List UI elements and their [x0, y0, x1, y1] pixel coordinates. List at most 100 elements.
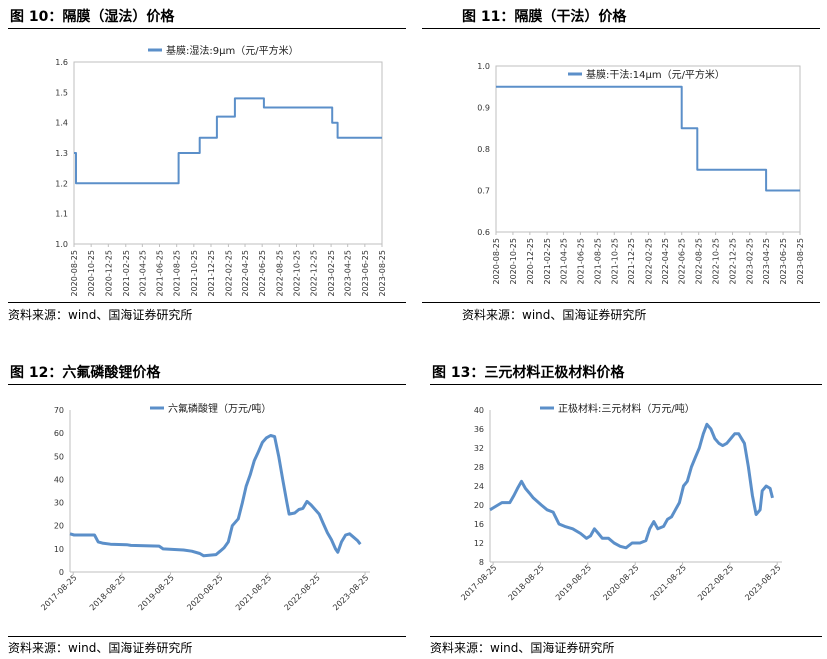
y-tick-label: 1.6 — [55, 58, 68, 67]
x-tick-label: 2022-12-25 — [310, 250, 319, 297]
title-rule — [8, 28, 406, 29]
x-tick-label: 2020-08-25 — [185, 573, 224, 612]
x-tick-label: 2023-08-25 — [378, 250, 387, 297]
x-tick-label: 2021-12-25 — [627, 238, 636, 284]
x-tick-label: 2022-08-25 — [695, 238, 704, 285]
y-tick-label: 70 — [54, 406, 64, 415]
plot-frame — [73, 61, 383, 245]
y-tick-label: 50 — [54, 452, 64, 461]
y-tick-label: 20 — [54, 522, 64, 531]
x-tick-label: 2020-10-25 — [87, 250, 96, 297]
y-tick-label: 12 — [474, 539, 484, 548]
x-tick-label: 2022-08-25 — [696, 563, 735, 602]
y-tick-label: 1.2 — [55, 179, 68, 188]
title-rule — [422, 28, 820, 29]
legend-label: 正极材料:三元材料（万元/吨） — [558, 402, 695, 415]
x-tick-label: 2020-10-25 — [509, 238, 518, 285]
source-note: 资料来源：wind、国海证券研究所 — [8, 641, 193, 655]
series-line — [489, 422, 774, 550]
x-tick-label: 2021-04-25 — [559, 238, 568, 285]
panel-ternary-cathode: 图 13：三元材料正极材料价格 8 12 16 20 24 28 32 36 40 2017-08… — [430, 360, 822, 659]
series-line — [74, 97, 382, 185]
x-tick-label: 2023-02-25 — [327, 250, 336, 297]
dry-separator-price-chart: 0.6 0.7 0.8 0.9 1.0 2020-08-25 2020-10-25 2020-… — [477, 62, 805, 285]
x-tick-label: 2022-06-25 — [258, 250, 267, 297]
y-tick-label: 8 — [479, 558, 484, 567]
y-tick-label: 40 — [54, 475, 64, 484]
x-tick-label: 2022-12-25 — [729, 238, 738, 285]
source-rule — [422, 302, 820, 303]
x-tick-label: 2023-04-25 — [344, 250, 353, 297]
source-rule — [8, 302, 406, 303]
x-tick-label: 2018-08-25 — [507, 563, 546, 602]
source-rule — [430, 636, 822, 637]
series-line — [496, 85, 800, 192]
figure-title: 图 11：隔膜（干法）价格 — [462, 9, 627, 25]
x-tick-label: 2022-04-25 — [661, 238, 670, 285]
x-tick-label: 2022-06-25 — [678, 238, 687, 285]
y-tick-label: 0.8 — [477, 145, 490, 154]
panel-dry-separator: 图 11：隔膜（干法）价格 0.6 0.7 0.8 0.9 1.0 2020-08-25 2… — [422, 4, 820, 322]
x-tick-label: 2021-10-25 — [610, 238, 619, 285]
ternary-cathode-price-chart: 8 12 16 20 24 28 32 36 40 2017-08-25 2018-08-25 201… — [459, 402, 782, 602]
figure-title: 图 13：三元材料正极材料价格 — [432, 365, 625, 381]
y-tick-label: 36 — [474, 425, 484, 434]
x-tick-label: 2023-06-25 — [361, 250, 370, 297]
y-tick-label: 1.0 — [55, 240, 68, 249]
y-tick-label: 32 — [474, 444, 484, 453]
x-tick-label: 2017-08-25 — [39, 573, 78, 612]
x-tick-label: 2022-04-25 — [241, 250, 250, 297]
x-tick-label: 2021-04-25 — [138, 250, 147, 297]
x-tick-label: 2019-08-25 — [137, 573, 176, 612]
y-tick-label: 0.6 — [477, 228, 490, 237]
x-tick-label: 2021-08-25 — [234, 573, 273, 612]
x-tick-label: 2021-02-25 — [122, 250, 131, 297]
source-note: 资料来源：wind、国海证券研究所 — [462, 308, 647, 322]
x-tick-label: 2021-12-25 — [207, 250, 216, 297]
x-tick-label: 2023-08-25 — [743, 563, 782, 602]
y-tick-label: 1.3 — [55, 149, 68, 158]
x-tick-label: 2021-08-25 — [173, 250, 182, 297]
x-tick-label: 2022-08-25 — [283, 573, 322, 612]
y-tick-label: 30 — [54, 499, 64, 508]
x-tick-label: 2020-08-25 — [70, 250, 79, 297]
x-tick-label: 2022-10-25 — [292, 250, 301, 297]
x-tick-label: 2021-08-25 — [649, 563, 688, 602]
source-note: 资料来源：wind、国海证券研究所 — [430, 641, 615, 655]
x-tick-label: 2020-08-25 — [492, 238, 501, 285]
panel-wet-separator: 图 10：隔膜（湿法）价格 1.0 1.1 1.2 1.3 1.4 1.5 1.6 2020-… — [8, 4, 406, 322]
legend-label: 基膜:湿法:9μm（元/平方米） — [166, 44, 299, 57]
y-tick-label: 1.4 — [55, 119, 68, 128]
x-tick-label: 2021-06-25 — [576, 238, 585, 285]
y-tick-label: 28 — [474, 463, 484, 472]
y-tick-label: 20 — [474, 501, 484, 510]
y-tick-label: 24 — [474, 482, 484, 491]
x-tick-label: 2020-08-25 — [601, 563, 640, 602]
legend-label: 六氟磷酸锂（万元/吨） — [168, 402, 271, 415]
x-tick-label: 2022-08-25 — [275, 250, 284, 297]
figure-title: 图 12：六氟磷酸锂价格 — [10, 365, 161, 381]
y-tick-label: 40 — [474, 406, 484, 415]
x-tick-label: 2021-08-25 — [593, 238, 602, 285]
y-tick-label: 0 — [59, 568, 64, 577]
x-tick-label: 2022-02-25 — [224, 250, 233, 296]
x-tick-label: 2023-08-25 — [331, 573, 370, 612]
figure-title: 图 10：隔膜（湿法）价格 — [10, 9, 175, 25]
x-tick-label: 2021-10-25 — [190, 250, 199, 297]
lipf6-price-chart: 0 10 20 30 40 50 60 70 2017-08-25 2018-08-25 2019-… — [39, 402, 370, 612]
x-tick-label: 2017-08-25 — [459, 563, 498, 602]
source-note: 资料来源：wind、国海证券研究所 — [8, 308, 193, 322]
plot-frame — [495, 65, 801, 233]
panel-lipf6: 图 12：六氟磷酸锂价格 0 10 20 30 40 50 60 70 2017-08-25 20… — [8, 360, 406, 659]
y-tick-label: 0.7 — [477, 187, 490, 196]
y-tick-label: 16 — [474, 520, 484, 529]
x-tick-label: 2022-10-25 — [712, 238, 721, 285]
series-line — [69, 434, 362, 558]
x-tick-label: 2023-02-25 — [746, 238, 755, 285]
x-tick-label: 2019-08-25 — [554, 563, 593, 602]
y-tick-label: 10 — [54, 545, 64, 554]
x-tick-label: 2023-06-25 — [779, 238, 788, 285]
y-tick-label: 1.1 — [55, 210, 68, 219]
x-tick-label: 2023-08-25 — [796, 238, 805, 285]
y-tick-label: 60 — [54, 429, 64, 438]
